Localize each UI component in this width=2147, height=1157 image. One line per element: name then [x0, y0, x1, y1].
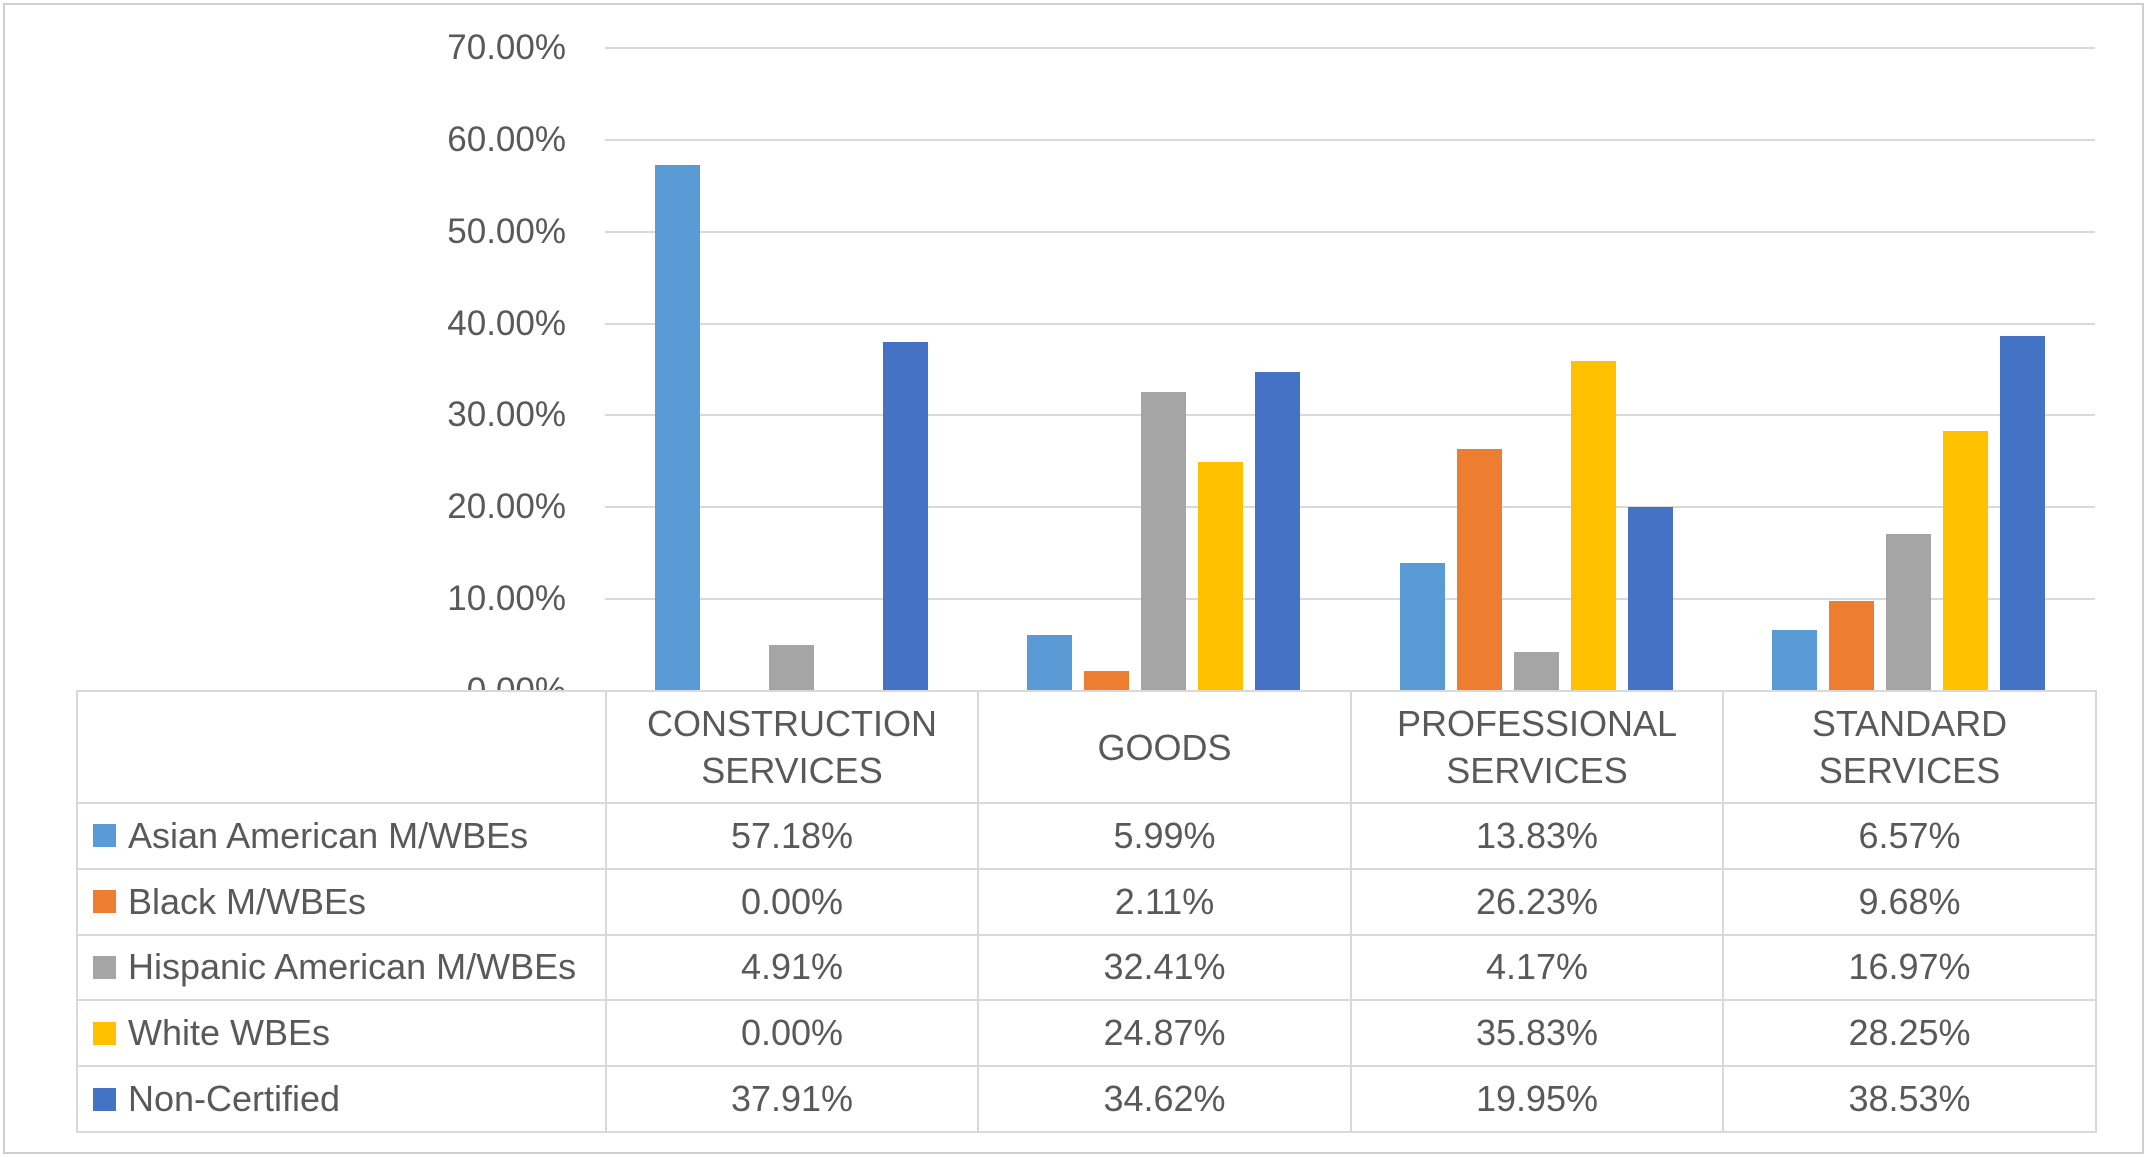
table-row: Non-Certified 37.91% 34.62% 19.95% 38.53%: [76, 1065, 2097, 1133]
y-axis-tick-label: 60.00%: [447, 119, 566, 159]
bar-black-m-wbes-cat1: [1084, 670, 1130, 690]
legend-item: Non-Certified: [79, 1078, 604, 1120]
table-value-cell: 4.17%: [1350, 933, 1724, 1002]
y-axis-tick-label: 10.00%: [447, 579, 566, 619]
table-row: Hispanic American M/WBEs 4.91% 32.41% 4.17%…: [76, 933, 2097, 1002]
legend-series-label: Non-Certified: [128, 1078, 341, 1120]
table-value-cell: 0.00%: [605, 999, 979, 1068]
gridline: [605, 598, 2095, 601]
legend-series-label: Hispanic American M/WBEs: [128, 946, 577, 988]
legend-item: Asian American M/WBEs: [79, 814, 604, 857]
table-value-cell: 19.95%: [1350, 1065, 1724, 1133]
table-corner-cell: [76, 690, 607, 804]
table-value-cell: 5.99%: [977, 802, 1352, 870]
legend-swatch-icon: [93, 1087, 116, 1111]
legend-item: Black M/WBEs: [79, 880, 604, 923]
bar-hispanic-american-m-wbes-cat3: [1886, 534, 1932, 690]
table-value-cell: 6.57%: [1722, 802, 2097, 870]
table-value-cell: 13.83%: [1350, 802, 1724, 870]
table-value-cell: 2.11%: [977, 867, 1352, 936]
table-value-cell: 26.23%: [1350, 867, 1724, 936]
y-axis-tick-label: 70.00%: [447, 28, 566, 67]
table-header-row: CONSTRUCTION SERVICES GOODS PROFESSIONAL S…: [76, 690, 2097, 804]
gridline: [605, 47, 2095, 49]
table-value-cell: 9.68%: [1722, 867, 2097, 936]
bar-white-wbes-cat3: [1943, 430, 1989, 690]
table-row: White WBEs 0.00% 24.87% 35.83% 28.25%: [76, 999, 2097, 1068]
gridline: [605, 322, 2095, 325]
gridline: [605, 414, 2095, 417]
legend-cell: Asian American M/WBEs: [76, 802, 607, 870]
table-value-cell: 16.97%: [1722, 933, 2097, 1002]
y-axis-tick-label: 20.00%: [447, 487, 566, 527]
table-value-cell: 57.18%: [605, 802, 979, 870]
bar-non-certified-cat1: [1255, 371, 1301, 690]
table-value-cell: 35.83%: [1350, 999, 1724, 1068]
y-axis-tick-label: 30.00%: [447, 395, 566, 435]
y-axis-tick-label: 40.00%: [447, 303, 566, 343]
data-table: CONSTRUCTION SERVICES GOODS PROFESSIONAL S…: [76, 690, 2097, 1133]
legend-series-label: Asian American M/WBEs: [128, 814, 529, 856]
gridline: [605, 506, 2095, 509]
bar-hispanic-american-m-wbes-cat0: [768, 644, 814, 690]
gridline: [605, 138, 2095, 141]
bar-asian-american-m-wbes-cat0: [654, 164, 700, 690]
y-axis-tick-label: 50.00%: [447, 211, 566, 251]
bar-non-certified-cat3: [2000, 336, 2046, 690]
bar-non-certified-cat0: [882, 341, 928, 690]
bar-asian-american-m-wbes-cat1: [1027, 634, 1073, 690]
legend-series-label: White WBEs: [128, 1012, 331, 1054]
table-value-cell: 24.87%: [977, 999, 1352, 1068]
bar-hispanic-american-m-wbes-cat2: [1513, 651, 1559, 690]
table-value-cell: 4.91%: [605, 933, 979, 1002]
legend-item: White WBEs: [79, 1012, 604, 1054]
table-header-cell: CONSTRUCTION SERVICES: [605, 690, 979, 804]
table-value-cell: 0.00%: [605, 867, 979, 936]
table-header-cell: GOODS: [977, 690, 1352, 804]
legend-swatch-icon: [93, 824, 116, 848]
table-value-cell: 34.62%: [977, 1065, 1352, 1133]
legend-cell: Black M/WBEs: [76, 867, 607, 936]
table-value-cell: 38.53%: [1722, 1065, 2097, 1133]
legend-cell: Non-Certified: [76, 1065, 607, 1133]
legend-item: Hispanic American M/WBEs: [79, 946, 604, 988]
bar-white-wbes-cat2: [1570, 360, 1616, 690]
table-header-cell: PROFESSIONAL SERVICES: [1350, 690, 1724, 804]
bar-black-m-wbes-cat2: [1456, 449, 1502, 690]
bar-white-wbes-cat1: [1198, 461, 1244, 690]
legend-cell: White WBEs: [76, 999, 607, 1068]
legend-swatch-icon: [93, 955, 116, 979]
bar-asian-american-m-wbes-cat3: [1772, 629, 1818, 690]
gridline: [605, 230, 2095, 233]
table-header-cell: STANDARD SERVICES: [1722, 690, 2097, 804]
table-value-cell: 32.41%: [977, 933, 1352, 1002]
legend-series-label: Black M/WBEs: [128, 880, 367, 922]
bar-black-m-wbes-cat3: [1829, 601, 1875, 690]
legend-swatch-icon: [93, 1021, 116, 1045]
bar-non-certified-cat2: [1627, 506, 1673, 690]
table-value-cell: 37.91%: [605, 1065, 979, 1133]
table-value-cell: 28.25%: [1722, 999, 2097, 1068]
table-row: Black M/WBEs 0.00% 2.11% 26.23% 9.68%: [76, 867, 2097, 936]
bar-hispanic-american-m-wbes-cat1: [1141, 392, 1187, 690]
bar-asian-american-m-wbes-cat2: [1399, 562, 1445, 690]
table-row: Asian American M/WBEs 57.18% 5.99% 13.83% 6.…: [76, 802, 2097, 870]
legend-cell: Hispanic American M/WBEs: [76, 933, 607, 1002]
legend-swatch-icon: [93, 890, 116, 914]
